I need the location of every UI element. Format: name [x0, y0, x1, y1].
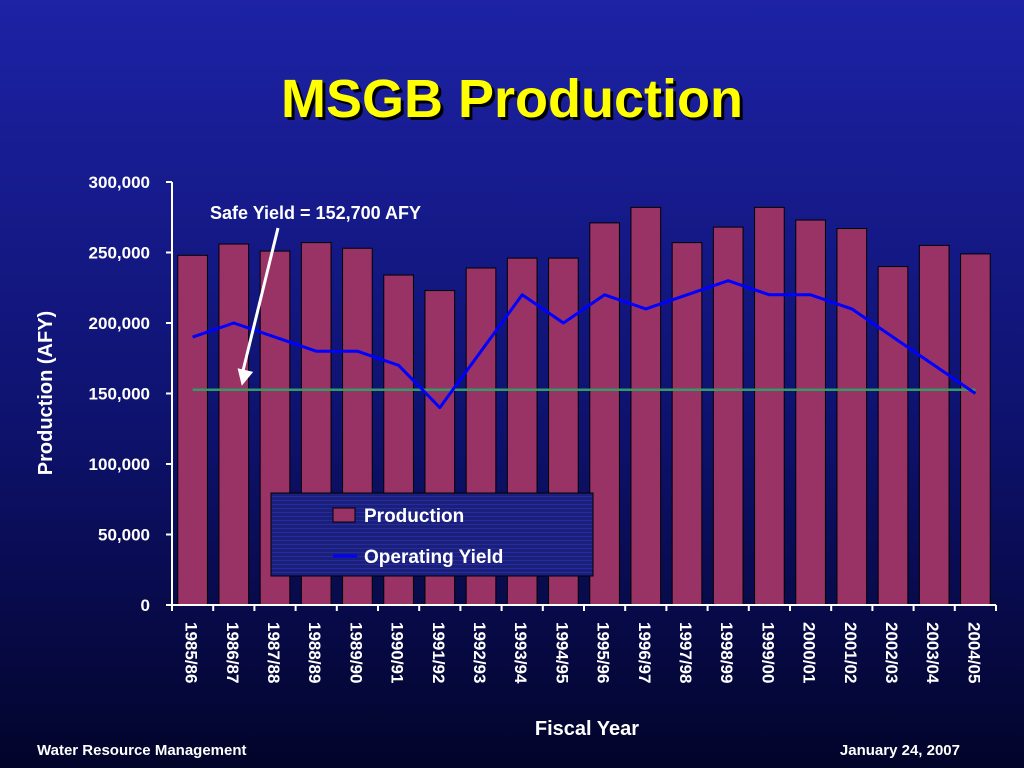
y-tick-label: 100,000: [89, 455, 150, 474]
y-tick-label: 300,000: [89, 173, 150, 192]
bar-1995-96: [589, 222, 620, 606]
bar-2001-02: [836, 228, 868, 606]
operating-yield-line: [192, 279, 977, 410]
bars-layer: [177, 206, 991, 606]
legend-swatch-production: [332, 507, 356, 523]
bar-1996-97: [630, 206, 662, 606]
x-tick-label: 1997/98: [676, 622, 695, 683]
footer-department: Water Resource Management: [37, 742, 247, 759]
bar-1998-99: [712, 226, 744, 606]
x-axis-title: Fiscal Year: [535, 718, 639, 740]
bar-2003-04: [918, 244, 950, 606]
legend-label-operating-yield: Operating Yield: [364, 547, 503, 568]
bar-1985-86: [177, 254, 208, 606]
x-tick-label: 1996/97: [635, 622, 654, 683]
footer-date: January 24, 2007: [839, 742, 960, 759]
x-tick-label: 2001/02: [841, 622, 860, 683]
bar-2004-05: [960, 253, 991, 606]
axes-layer: 0 50,000 100,000 150,000 200,000 250,000 300,0…: [89, 173, 997, 684]
y-tick-label: 250,000: [89, 244, 150, 263]
annotation-arrow: [237, 227, 280, 386]
bar-2000-01: [795, 219, 826, 606]
x-tick-label: 1989/90: [346, 622, 365, 683]
y-tick-label: 200,000: [89, 314, 150, 333]
line-layer: [192, 279, 977, 410]
x-tick-label: 1990/91: [388, 622, 407, 683]
x-tick-label: 1991/92: [429, 622, 448, 683]
y-axis-title: Production (AFY): [35, 311, 57, 475]
x-tick-label: 1988/89: [305, 622, 324, 683]
x-tick-label: 2004/05: [964, 622, 983, 683]
x-tick-label: 1987/88: [264, 622, 283, 683]
x-tick-label: 1992/93: [470, 622, 489, 683]
y-tick-label: 150,000: [89, 385, 150, 404]
x-tick-label: 1986/87: [223, 622, 242, 683]
bar-1999-00: [754, 206, 785, 606]
safe-yield-annotation: Safe Yield = 152,700 AFY: [210, 203, 421, 223]
x-tick-label: 2003/04: [923, 622, 942, 684]
bar-2002-03: [877, 266, 909, 606]
x-tick-label: 1995/96: [594, 622, 613, 683]
bar-1997-98: [671, 242, 703, 606]
legend-box: [270, 492, 594, 577]
x-tick-label: 1993/94: [511, 622, 530, 684]
y-tick-label: 0: [141, 596, 150, 615]
x-tick-label: 2002/03: [882, 622, 901, 683]
y-tick-label: 50,000: [98, 526, 150, 545]
bar-1986-87: [218, 243, 250, 606]
legend: Production Operating Yield: [270, 492, 594, 577]
x-tick-label: 2000/01: [800, 622, 819, 683]
x-tick-label: 1985/86: [182, 622, 201, 683]
arrow-head: [237, 368, 254, 386]
x-tick-label: 1999/00: [758, 622, 777, 683]
legend-label-production: Production: [364, 506, 464, 527]
x-tick-label: 1998/99: [717, 622, 736, 683]
slide-title: MSGB Production: [281, 69, 743, 129]
x-tick-label: 1994/95: [552, 622, 571, 683]
arrow-shaft: [240, 227, 280, 377]
